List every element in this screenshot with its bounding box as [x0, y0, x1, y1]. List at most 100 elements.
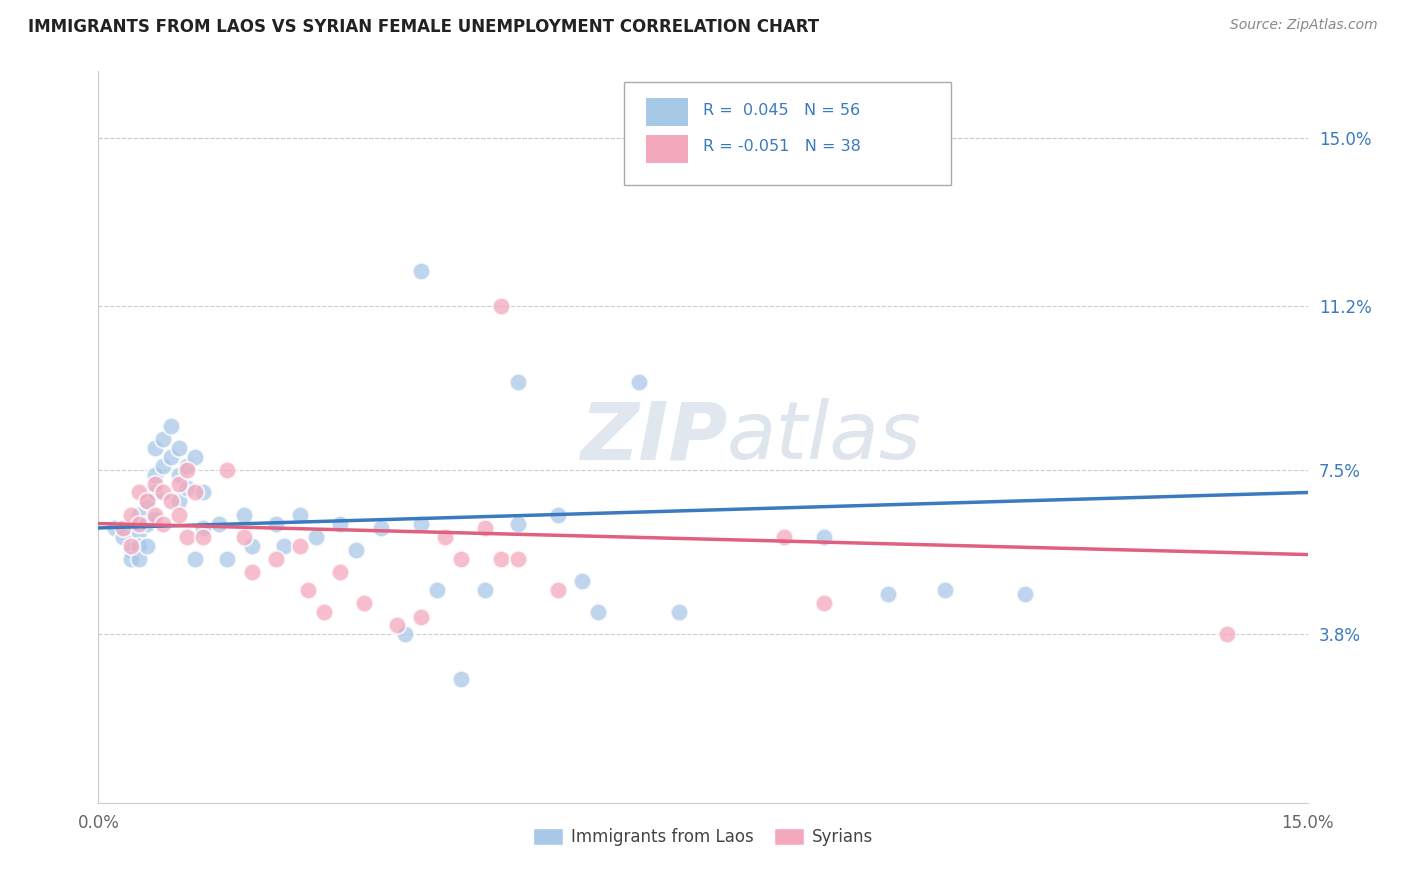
Point — [314, 605, 336, 619]
Point — [506, 552, 529, 566]
Point — [813, 530, 835, 544]
Point — [434, 530, 457, 544]
Point — [409, 264, 432, 278]
Point — [167, 508, 190, 522]
FancyBboxPatch shape — [647, 135, 689, 163]
Point — [111, 530, 134, 544]
Point — [167, 476, 190, 491]
Point — [329, 566, 352, 580]
Text: R =  0.045   N = 56: R = 0.045 N = 56 — [703, 103, 860, 118]
Point — [288, 508, 311, 522]
Point — [474, 521, 496, 535]
Point — [176, 481, 198, 495]
Point — [152, 458, 174, 473]
Point — [135, 539, 157, 553]
Point — [877, 587, 900, 601]
Point — [409, 516, 432, 531]
Point — [409, 609, 432, 624]
Point — [1216, 627, 1239, 641]
Text: ZIP: ZIP — [579, 398, 727, 476]
Point — [627, 375, 650, 389]
Point — [143, 485, 166, 500]
Point — [305, 530, 328, 544]
Point — [217, 463, 239, 477]
Point — [232, 530, 254, 544]
Point — [217, 552, 239, 566]
Text: atlas: atlas — [727, 398, 922, 476]
Point — [160, 419, 183, 434]
Point — [193, 530, 215, 544]
Point — [547, 508, 569, 522]
Point — [385, 618, 408, 632]
Point — [184, 450, 207, 464]
Point — [152, 432, 174, 446]
Point — [426, 582, 449, 597]
Point — [120, 543, 142, 558]
Point — [1014, 587, 1036, 601]
Point — [143, 508, 166, 522]
Point — [167, 494, 190, 508]
Legend: Immigrants from Laos, Syrians: Immigrants from Laos, Syrians — [526, 822, 880, 853]
Point — [353, 596, 375, 610]
Point — [394, 627, 416, 641]
Point — [547, 582, 569, 597]
Point — [506, 516, 529, 531]
Point — [288, 539, 311, 553]
Point — [491, 299, 513, 313]
Point — [571, 574, 593, 589]
Point — [120, 552, 142, 566]
Point — [135, 516, 157, 531]
Point — [240, 566, 263, 580]
Point — [128, 525, 150, 540]
Point — [208, 516, 231, 531]
Point — [193, 521, 215, 535]
Text: Source: ZipAtlas.com: Source: ZipAtlas.com — [1230, 18, 1378, 32]
Point — [128, 552, 150, 566]
Point — [193, 485, 215, 500]
Point — [176, 530, 198, 544]
Point — [135, 494, 157, 508]
Point — [264, 516, 287, 531]
Point — [160, 450, 183, 464]
Point — [264, 552, 287, 566]
Point — [273, 539, 295, 553]
Point — [152, 485, 174, 500]
Text: IMMIGRANTS FROM LAOS VS SYRIAN FEMALE UNEMPLOYMENT CORRELATION CHART: IMMIGRANTS FROM LAOS VS SYRIAN FEMALE UN… — [28, 18, 820, 36]
Point — [813, 596, 835, 610]
Point — [167, 441, 190, 455]
Point — [152, 516, 174, 531]
Point — [128, 508, 150, 522]
Point — [128, 516, 150, 531]
Point — [344, 543, 367, 558]
Point — [450, 672, 472, 686]
Point — [120, 508, 142, 522]
Point — [167, 467, 190, 482]
Point — [128, 539, 150, 553]
Point — [934, 582, 956, 597]
Point — [120, 539, 142, 553]
Point — [184, 485, 207, 500]
Point — [143, 467, 166, 482]
Point — [103, 521, 125, 535]
Point — [128, 485, 150, 500]
Point — [586, 605, 609, 619]
Point — [111, 521, 134, 535]
Point — [143, 441, 166, 455]
Point — [474, 582, 496, 597]
Point — [232, 508, 254, 522]
FancyBboxPatch shape — [624, 82, 950, 185]
Point — [329, 516, 352, 531]
Point — [184, 552, 207, 566]
Point — [240, 539, 263, 553]
Point — [135, 494, 157, 508]
Point — [772, 530, 794, 544]
Point — [668, 605, 690, 619]
Point — [176, 463, 198, 477]
Point — [176, 458, 198, 473]
Point — [143, 476, 166, 491]
Point — [297, 582, 319, 597]
Point — [491, 552, 513, 566]
Point — [450, 552, 472, 566]
Point — [160, 494, 183, 508]
Point — [506, 375, 529, 389]
